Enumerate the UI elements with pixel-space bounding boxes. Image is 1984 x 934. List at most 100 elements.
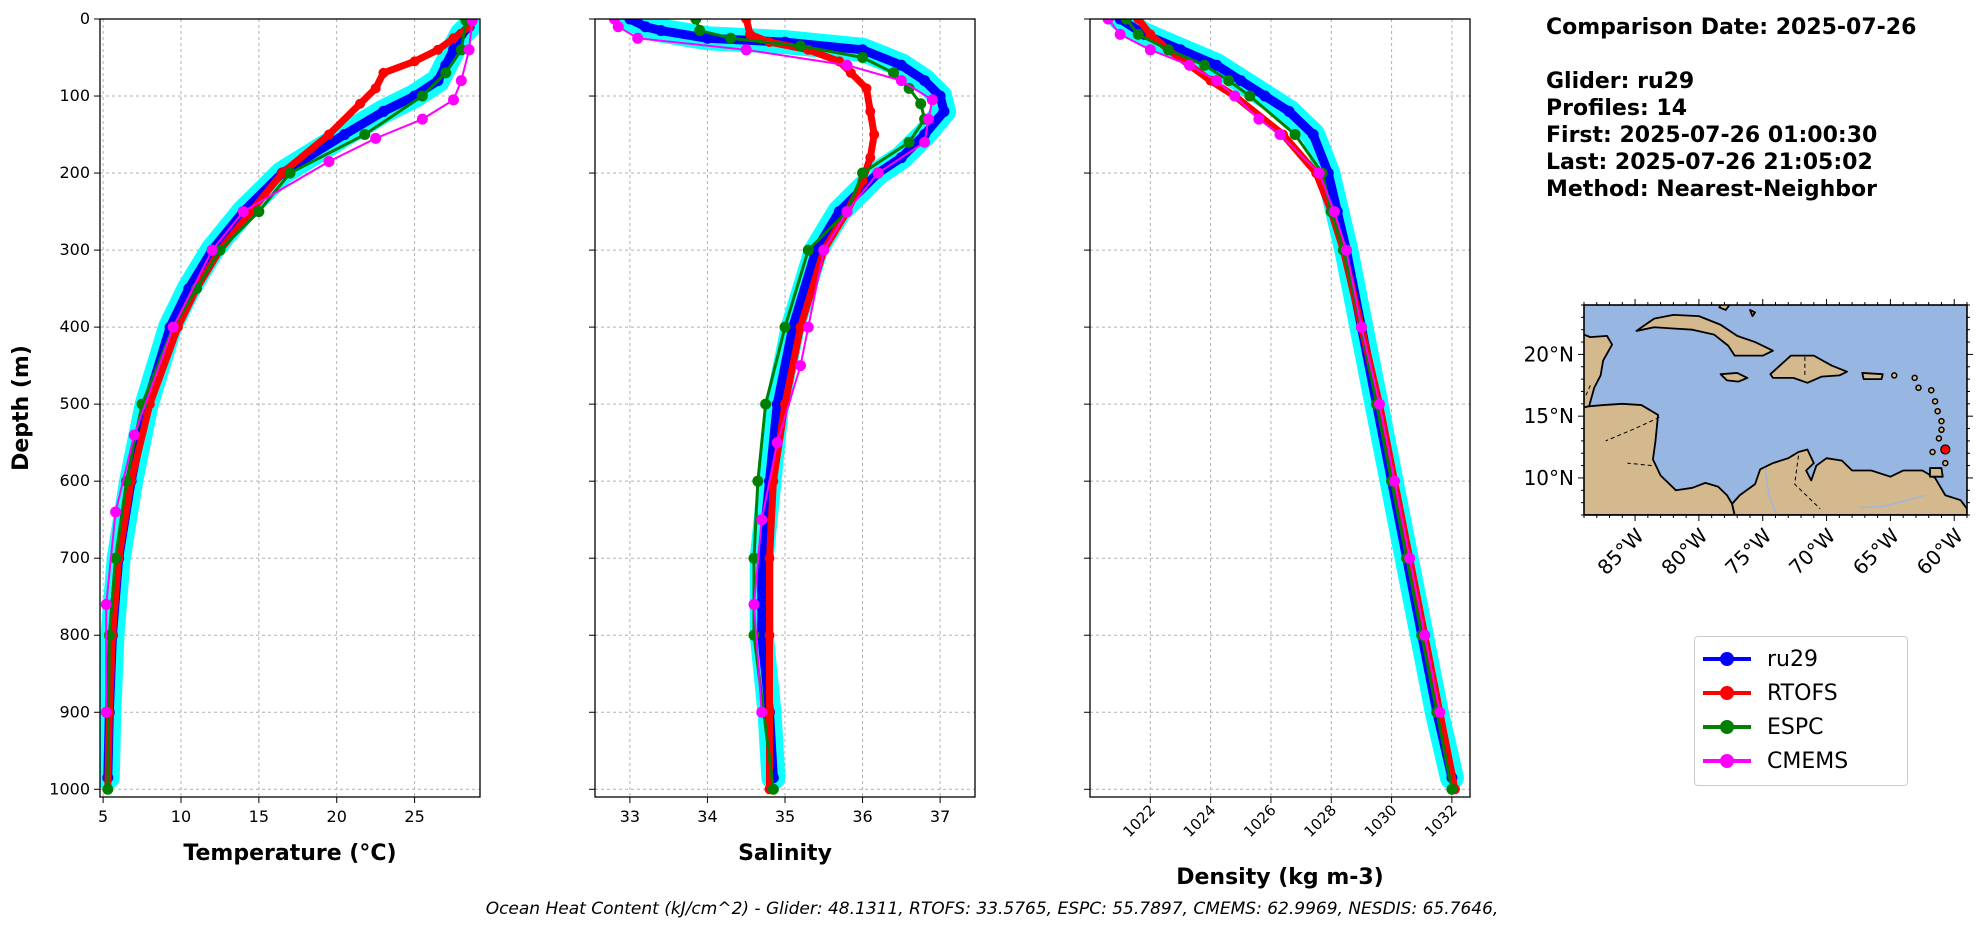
island: [1931, 398, 1939, 405]
point-espc: [455, 44, 467, 56]
x-tick-label: 34: [697, 807, 717, 826]
point-espc: [253, 206, 265, 218]
point-espc: [1446, 783, 1458, 795]
point-cmems: [922, 113, 934, 125]
panel-3: 1022 1024 1026 1028 1030 1032 Density (kg m-3): [1084, 18, 1471, 890]
point-cmems: [919, 136, 931, 148]
point-cmems: [100, 598, 112, 610]
point-cmems: [1340, 244, 1352, 256]
point-rtofs: [741, 19, 752, 24]
point-cmems: [802, 321, 814, 333]
y-tick-label: 100: [59, 86, 90, 105]
panel-2: 33 34 35 36 37 Salinity: [589, 18, 976, 866]
point-ru29: [857, 44, 869, 56]
point-espc: [748, 552, 760, 564]
axes-frame: [1089, 18, 1471, 798]
south-america-land: [1731, 448, 1967, 515]
point-rtofs: [1133, 19, 1144, 24]
point-rtofs: [865, 106, 876, 117]
point-cmems: [1419, 629, 1431, 641]
inset-map: 85°W 80°W 75°W 70°W 65°W 60°W 10°N 15°N 20°N: [1524, 299, 1973, 580]
point-espc: [915, 98, 927, 110]
point-rtofs: [323, 129, 334, 140]
yucatan-land: [1584, 333, 1613, 409]
first-profile-time: First: 2025-07-26 01:00:30: [1546, 123, 1878, 148]
point-espc: [1244, 90, 1256, 102]
ocean-heat-content-footer: Ocean Heat Content (kJ/cm^2) - Glider: 4…: [485, 899, 1499, 919]
point-ru29: [810, 244, 822, 256]
point-cmems: [237, 206, 249, 218]
series-group: [100, 19, 480, 795]
point-ru29: [938, 105, 950, 117]
point-cmems: [841, 206, 853, 218]
point-cmems: [1355, 321, 1367, 333]
last-profile-time: Last: 2025-07-26 21:05:02: [1546, 150, 1873, 175]
x-tick-label: 1030: [1361, 801, 1401, 841]
point-cmems: [756, 706, 768, 718]
x-tick-label: 37: [930, 807, 950, 826]
point-cmems: [1434, 706, 1446, 718]
point-cmems: [632, 32, 644, 44]
legend-item-cmems: CMEMS: [1703, 744, 1848, 778]
point-espc: [1162, 44, 1174, 56]
info-panel: Comparison Date: 2025-07-26 Glider: ru29…: [1546, 14, 1916, 203]
point-espc: [690, 19, 702, 25]
map-lon-label: 75°W: [1720, 523, 1776, 579]
y-tick-label: 1000: [49, 779, 90, 798]
glider-location-marker: [1940, 444, 1951, 455]
series-group: [1102, 19, 1464, 795]
point-espc: [359, 129, 371, 141]
point-cmems: [1184, 59, 1196, 71]
x-tick-label: 10: [171, 807, 191, 826]
point-cmems: [740, 44, 752, 56]
legend-label: ru29: [1767, 646, 1818, 672]
axes-frame: [99, 18, 481, 798]
y-axis-label: Depth (m): [9, 345, 34, 471]
point-espc: [888, 67, 900, 79]
point-cmems: [323, 156, 335, 168]
point-cmems: [1102, 19, 1114, 25]
point-cmems: [1114, 28, 1126, 40]
point-espc: [1289, 129, 1301, 141]
point-espc: [214, 244, 226, 256]
point-cmems: [455, 75, 467, 87]
x-tick-label: 36: [852, 807, 872, 826]
legend-label: CMEMS: [1767, 748, 1849, 774]
y-tick-label: 500: [59, 394, 90, 413]
point-ru29: [377, 105, 389, 117]
point-espc: [1132, 28, 1144, 40]
point-espc: [752, 475, 764, 487]
glider-name: Glider: ru29: [1546, 69, 1695, 94]
point-cmems: [448, 94, 460, 106]
point-ru29: [1211, 59, 1223, 71]
x-tick-label: 15: [249, 807, 269, 826]
legend-item-ru29: ru29: [1703, 642, 1818, 676]
point-ru29: [655, 25, 667, 37]
point-rtofs: [764, 707, 775, 718]
point-rtofs: [764, 630, 775, 641]
point-rtofs: [432, 44, 443, 55]
jamaica-land: [1719, 372, 1749, 383]
x-tick-label: 1026: [1240, 801, 1280, 841]
point-espc: [779, 321, 791, 333]
point-espc: [440, 67, 452, 79]
map-lon-label: 65°W: [1848, 523, 1904, 579]
point-espc: [748, 629, 760, 641]
point-cmems: [1313, 167, 1325, 179]
y-tick-label: 0: [80, 9, 90, 28]
point-cmems: [771, 437, 783, 449]
point-cmems: [463, 44, 475, 56]
point-cmems: [1404, 552, 1416, 564]
x-tick-label: 25: [404, 807, 424, 826]
island: [1911, 374, 1918, 382]
map-lat-label: 15°N: [1524, 404, 1574, 428]
island: [1935, 435, 1943, 442]
point-ru29: [771, 398, 783, 410]
point-espc: [416, 90, 428, 102]
point-rtofs: [409, 56, 420, 67]
legend-label: RTOFS: [1767, 680, 1838, 706]
x-tick-label: 1032: [1421, 801, 1461, 841]
point-ru29: [1259, 90, 1271, 102]
point-rtofs: [861, 83, 872, 94]
river: [1858, 494, 1926, 509]
